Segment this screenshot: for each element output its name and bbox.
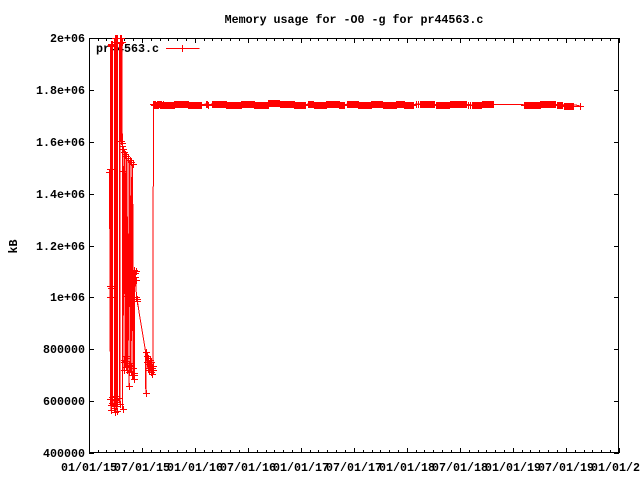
svg-text:600000: 600000: [43, 395, 85, 409]
svg-text:pr44563.c: pr44563.c: [96, 42, 159, 56]
svg-text:07/01/16: 07/01/16: [220, 461, 276, 475]
svg-text:800000: 800000: [43, 343, 85, 357]
svg-text:07/01/18: 07/01/18: [432, 461, 488, 475]
svg-text:07/01/17: 07/01/17: [326, 461, 382, 475]
svg-text:01/01/18: 01/01/18: [379, 461, 435, 475]
svg-text:400000: 400000: [43, 447, 85, 461]
svg-text:1.4e+06: 1.4e+06: [36, 188, 85, 202]
svg-text:Memory usage for -O0 -g for pr: Memory usage for -O0 -g for pr44563.c: [225, 13, 484, 27]
svg-text:01/01/17: 01/01/17: [273, 461, 329, 475]
svg-text:07/01/15: 07/01/15: [114, 461, 170, 475]
svg-text:01/01/16: 01/01/16: [167, 461, 223, 475]
svg-text:1.6e+06: 1.6e+06: [36, 136, 85, 150]
svg-text:07/01/19: 07/01/19: [538, 461, 594, 475]
svg-text:01/01/19: 01/01/19: [485, 461, 541, 475]
svg-text:1.2e+06: 1.2e+06: [36, 240, 85, 254]
svg-text:2e+06: 2e+06: [50, 32, 85, 46]
svg-text:kB: kB: [7, 240, 21, 254]
svg-text:1.8e+06: 1.8e+06: [36, 84, 85, 98]
svg-text:1e+06: 1e+06: [50, 291, 85, 305]
svg-text:01/01/20: 01/01/20: [591, 461, 640, 475]
svg-text:01/01/15: 01/01/15: [61, 461, 117, 475]
